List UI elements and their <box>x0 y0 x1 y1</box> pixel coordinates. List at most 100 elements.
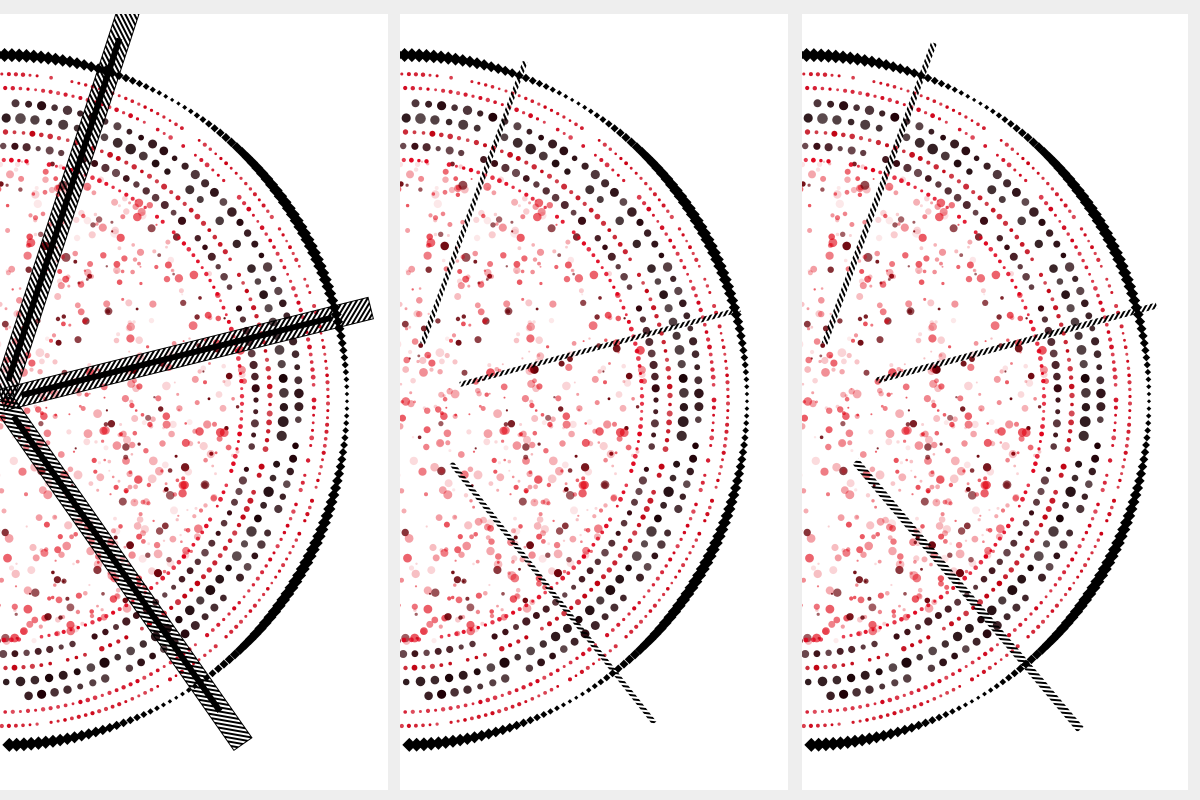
ring-dot <box>1009 228 1014 233</box>
scatter-dot <box>889 525 896 532</box>
ring-diamond <box>1010 669 1019 678</box>
ring-dot <box>160 575 166 581</box>
scatter-dot <box>18 175 25 182</box>
scatter-dot <box>1009 397 1013 401</box>
scatter-dot <box>483 216 492 225</box>
ring-dot <box>137 658 146 667</box>
ring-diamond <box>521 73 531 83</box>
scatter-dot <box>979 514 982 517</box>
scatter-dot <box>24 492 28 497</box>
scatter-dot <box>945 448 951 454</box>
ring-dot <box>803 637 809 643</box>
ring-dot <box>11 142 19 150</box>
ring-dot <box>1010 147 1014 151</box>
scatter-dot <box>907 265 910 268</box>
scatter-dot <box>573 381 576 384</box>
ring-dot <box>48 661 52 666</box>
ring-dot <box>950 139 960 149</box>
ring-diamond <box>126 716 135 725</box>
ring-dot <box>537 102 541 106</box>
ring-dot <box>685 523 690 528</box>
ring-dot <box>286 272 289 276</box>
ring-diamond <box>560 702 567 708</box>
ring-diamond <box>128 76 137 85</box>
scatter-dot <box>937 575 945 582</box>
ring-diamond <box>978 101 983 106</box>
ring-dot <box>24 159 29 164</box>
scatter-dot <box>849 596 854 601</box>
scatter-dot <box>520 269 525 274</box>
ring-diamond <box>61 732 74 745</box>
scatter-dot <box>472 250 478 257</box>
scatter-dot <box>184 468 193 476</box>
ring-dot <box>465 138 470 142</box>
scatter-dot <box>910 469 913 472</box>
ring-dot <box>639 394 645 399</box>
ring-dot <box>991 587 996 592</box>
ring-dot <box>91 160 99 167</box>
ring-dot <box>429 130 436 137</box>
ring-dot <box>516 639 521 644</box>
ring-dot <box>253 409 259 415</box>
ring-dot <box>439 634 444 639</box>
scatter-dot <box>38 231 44 237</box>
ring-dot <box>542 675 547 680</box>
ring-dot <box>162 592 168 598</box>
scatter-dot <box>140 530 146 537</box>
ring-dot <box>1017 574 1027 584</box>
ring-dot <box>268 238 273 243</box>
scatter-dot <box>123 545 127 549</box>
scatter-dot <box>601 482 608 489</box>
ring-dot <box>29 130 36 137</box>
scatter-dot <box>952 416 958 423</box>
ring-dot <box>824 143 833 152</box>
scatter-dot <box>472 562 475 566</box>
scatter-dot <box>864 275 872 283</box>
ring-dot <box>171 230 176 235</box>
scatter-dot <box>1003 482 1010 489</box>
ring-dot <box>177 236 181 240</box>
ring-dot <box>663 349 668 353</box>
ring-dot <box>853 104 860 111</box>
ring-dot <box>700 480 705 485</box>
ring-diamond <box>234 644 246 655</box>
ring-dot <box>294 388 304 399</box>
scatter-dot <box>840 624 845 629</box>
ring-dot <box>303 519 307 523</box>
scatter-dot <box>892 222 898 228</box>
ring-dot <box>677 416 689 427</box>
ring-dot <box>208 539 216 547</box>
scatter-dot <box>503 422 509 427</box>
ring-diamond <box>341 434 349 442</box>
ring-dot <box>674 575 678 579</box>
scatter-dot <box>133 212 142 222</box>
ring-dot <box>1064 262 1075 272</box>
scatter-dot <box>849 613 853 617</box>
ring-dot <box>439 663 444 667</box>
scatter-dot <box>530 269 535 275</box>
scatter-dot <box>592 514 597 519</box>
ring-dot <box>805 85 810 91</box>
ring-dot <box>719 465 723 469</box>
scatter-dot <box>962 469 966 473</box>
ring-dot <box>934 612 942 619</box>
ring-diamond <box>1005 674 1013 682</box>
ring-dot <box>111 185 115 189</box>
ring-dot <box>681 563 686 568</box>
ring-dot <box>256 472 262 478</box>
ring-dot <box>1096 364 1103 371</box>
scatter-dot <box>862 254 868 260</box>
scatter-dot <box>1004 370 1007 373</box>
ring-dot <box>90 620 95 625</box>
ring-dot <box>951 108 956 112</box>
scatter-dot <box>853 333 859 338</box>
ring-dot <box>1112 374 1118 380</box>
scatter-dot <box>840 421 846 427</box>
ring-dot <box>1 637 7 643</box>
ring-dot <box>905 706 911 712</box>
scatter-dot <box>406 170 414 179</box>
scatter-dot <box>177 408 181 411</box>
ring-dot <box>530 697 535 701</box>
ring-dot <box>47 133 53 140</box>
ring-dot <box>679 493 686 500</box>
